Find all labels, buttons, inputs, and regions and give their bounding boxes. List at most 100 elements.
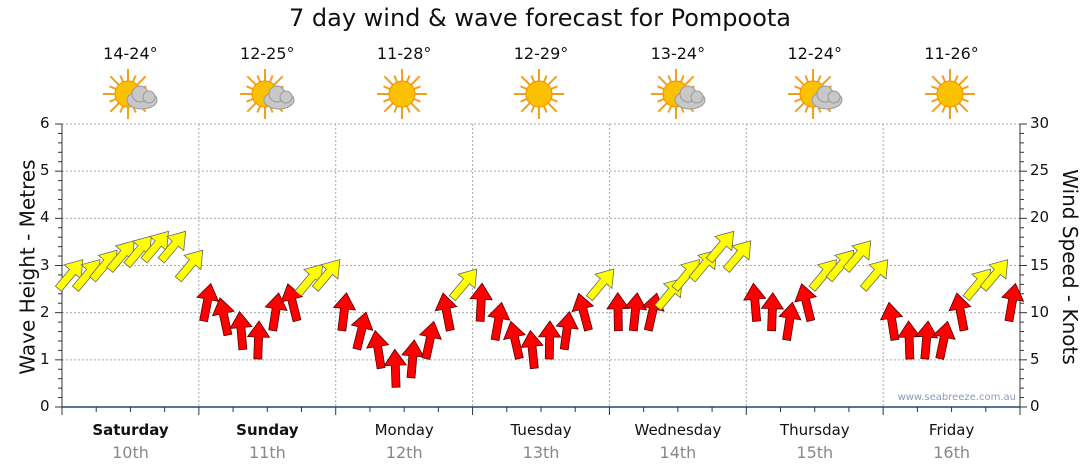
arrow-shape [157, 230, 187, 264]
offshore-wind-arrow [555, 311, 579, 351]
arrow-shape [383, 348, 408, 388]
arrow-shape [264, 292, 288, 332]
right-tick-label: 20 [1030, 208, 1050, 227]
date-label: 11th [248, 443, 286, 462]
offshore-wind-arrow [778, 301, 802, 341]
arrow-shape [760, 291, 785, 332]
arrow-shape [537, 320, 562, 360]
offshore-wind-arrow [332, 292, 357, 332]
date-label: 13th [522, 443, 560, 462]
left-tick-label: 0 [40, 397, 50, 415]
right-tick-label: 25 [1030, 161, 1050, 180]
offshore-wind-arrow [401, 339, 425, 379]
date-label: 16th [933, 443, 971, 462]
onshore-wind-arrow [311, 259, 341, 292]
date-label: 15th [796, 443, 834, 462]
day-label: Wednesday [634, 421, 722, 439]
day-temperature: 12-25° [240, 44, 295, 63]
arrow-shape [520, 329, 544, 370]
arrow-shape [722, 240, 752, 273]
offshore-wind-arrow [211, 297, 235, 337]
day-temperature: 12-24° [787, 44, 842, 63]
left-tick-label: 6 [40, 114, 50, 132]
offshore-wind-arrow [879, 301, 904, 341]
arrow-shape [211, 297, 235, 337]
offshore-wind-arrow [520, 329, 544, 370]
partly-cloudy-icon [239, 68, 299, 120]
offshore-wind-arrow [229, 310, 253, 351]
offshore-wind-arrow [1001, 282, 1025, 323]
offshore-wind-arrow [623, 292, 648, 332]
day-label: Thursday [779, 421, 850, 439]
left-tick-label: 1 [40, 349, 50, 368]
right-tick-label: 15 [1030, 255, 1050, 274]
day-temperature: 13-24° [650, 44, 706, 63]
day-temperature: 12-29° [513, 44, 569, 63]
left-tick-label: 3 [40, 255, 50, 274]
watermark: www.seabreeze.com.au [897, 392, 1016, 403]
onshore-wind-arrow [585, 268, 615, 302]
day-label: Friday [928, 421, 975, 439]
arrow-shape [246, 320, 271, 360]
arrow-shape [914, 320, 939, 360]
arrow-shape [487, 301, 511, 341]
arrow-shape [778, 301, 802, 341]
offshore-wind-arrow [264, 292, 288, 332]
offshore-wind-arrow [366, 329, 390, 370]
offshore-wind-arrow [606, 291, 630, 332]
offshore-wind-arrow [487, 301, 511, 341]
arrow-shape [332, 292, 357, 332]
arrow-shape [434, 292, 458, 332]
arrow-shape [743, 282, 767, 322]
arrow-shape [418, 320, 442, 360]
right-axis-label: Wind Speed - Knots [1057, 169, 1080, 365]
left-tick-label: 2 [40, 302, 50, 321]
day-label: Monday [374, 421, 434, 439]
right-tick-label: 0 [1030, 397, 1040, 415]
sun-icon [924, 68, 984, 120]
partly-cloudy-icon [102, 68, 162, 120]
arrow-shape [311, 259, 341, 292]
right-tick-label: 30 [1030, 114, 1050, 132]
arrow-shape [401, 339, 425, 379]
arrow-shape [859, 259, 889, 292]
left-tick-label: 4 [40, 208, 50, 227]
offshore-wind-arrow [897, 320, 921, 360]
onshore-wind-arrow [859, 259, 889, 292]
day-temperature: 11-28° [376, 44, 432, 63]
offshore-wind-arrow [743, 282, 767, 322]
arrow-shape [879, 301, 904, 341]
offshore-wind-arrow [434, 292, 458, 332]
onshore-wind-arrow [842, 240, 872, 273]
day-label: Tuesday [510, 421, 572, 439]
arrow-shape [932, 320, 956, 360]
arrow-shape [897, 320, 921, 360]
date-label: 14th [659, 443, 697, 462]
day-temperature: 11-26° [924, 44, 979, 63]
onshore-wind-arrow [174, 249, 204, 283]
arrow-shape [350, 311, 374, 351]
date-label: 12th [385, 443, 423, 462]
arrow-shape [469, 282, 493, 322]
arrow-shape [948, 292, 972, 332]
onshore-wind-arrow [448, 268, 478, 302]
left-tick-label: 5 [40, 161, 50, 180]
arrow-shape [979, 259, 1009, 292]
arrow-shape [229, 310, 253, 351]
offshore-wind-arrow [350, 311, 374, 351]
offshore-wind-arrow [246, 320, 271, 360]
partly-cloudy-icon [787, 68, 847, 120]
offshore-wind-arrow [418, 320, 442, 360]
offshore-wind-arrow [537, 320, 562, 360]
arrow-shape [606, 291, 630, 332]
offshore-wind-arrow [503, 320, 526, 360]
chart-title: 7 day wind & wave forecast for Pompoota [288, 4, 792, 32]
offshore-wind-arrow [571, 292, 595, 332]
arrow-shape [1001, 282, 1025, 323]
day-label: Sunday [236, 421, 299, 439]
arrow-shape [366, 329, 390, 370]
offshore-wind-arrow [280, 283, 304, 323]
offshore-wind-arrow [196, 282, 220, 323]
